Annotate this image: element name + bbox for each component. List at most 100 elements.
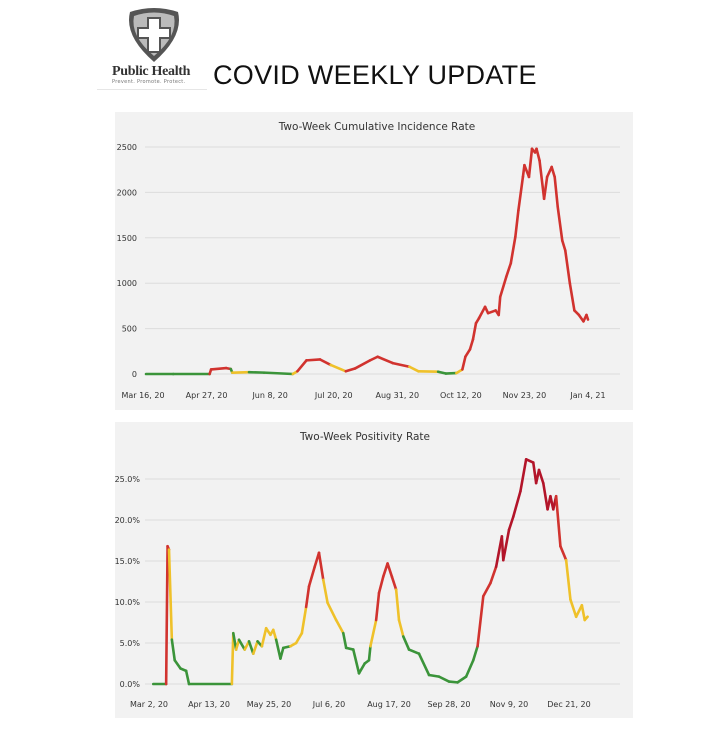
- series-line-segment: [262, 371, 295, 376]
- series-line-segment: [307, 565, 317, 588]
- positivity-rate-chart-svg: Two-Week Positivity Rate 0.0% 5.0% 10.0% 15…: [115, 431, 620, 709]
- series-line-segment: [569, 598, 578, 619]
- series-line-segment: [167, 548, 174, 642]
- series-line-segment: [329, 363, 348, 373]
- series-line-segment: [247, 640, 255, 655]
- chart-title: Two-Week Cumulative Incidence Rate: [278, 121, 476, 133]
- x-tick-label: Mar 16, 20: [121, 391, 164, 400]
- series-line-segment: [497, 295, 502, 317]
- series-line-segment: [173, 658, 182, 670]
- series-line-segment: [519, 458, 528, 493]
- series-line-segment: [554, 494, 562, 548]
- incidence-rate-chart: Two-Week Cumulative Incidence Rate 0 500 1…: [115, 112, 633, 410]
- series-line-segment: [468, 338, 475, 351]
- series-line-segment: [427, 673, 441, 678]
- series-line-segment: [408, 365, 420, 373]
- x-tick-label: May 25, 20: [247, 700, 292, 709]
- y-tick-label: 20.0%: [115, 516, 140, 525]
- y-tick-label: 25.0%: [115, 475, 140, 484]
- x-tick-label: Sep 28, 20: [427, 700, 470, 709]
- series-line-segment: [274, 638, 282, 660]
- series-line-segment: [318, 358, 332, 367]
- series-line-segment: [556, 205, 564, 242]
- series-line-segment: [209, 366, 228, 371]
- series-line-segment: [471, 644, 479, 662]
- series-line-segment: [541, 481, 549, 511]
- x-tick-label: Dec 21, 20: [547, 700, 590, 709]
- series-line-segment: [294, 631, 304, 645]
- series-line-segment: [504, 261, 513, 279]
- series-line-segment: [583, 615, 589, 622]
- series-line-segment: [461, 355, 467, 371]
- shield-cross-icon: [129, 8, 179, 62]
- chart-title: Two-Week Positivity Rate: [299, 431, 430, 443]
- y-tick-label: 0: [132, 370, 137, 379]
- series-line-segment: [321, 578, 329, 605]
- series-line-segment: [476, 594, 485, 648]
- series-line-segment: [464, 348, 472, 359]
- y-tick-label: 10.0%: [115, 598, 140, 607]
- series-line-segment: [300, 605, 308, 635]
- series-line-segment: [386, 562, 394, 578]
- series-line-segment: [394, 588, 401, 622]
- series-line-segment: [564, 558, 572, 601]
- series-line-segment: [550, 165, 557, 179]
- series-line-segment: [304, 585, 311, 609]
- series-line-segment: [357, 662, 367, 675]
- series-line-segment: [251, 640, 259, 655]
- logo-divider: [97, 89, 207, 90]
- x-tick-label: Jun 8, 20: [251, 391, 287, 400]
- series-line-segment: [501, 528, 511, 562]
- positivity-rate-chart: Two-Week Positivity Rate 0.0% 5.0% 10.0% 15…: [115, 422, 633, 718]
- y-tick-label: 1500: [117, 234, 137, 243]
- series-line-segment: [341, 631, 348, 650]
- series-line-segment: [367, 644, 372, 662]
- series-line-segment: [498, 275, 508, 299]
- series-line-segment: [407, 648, 421, 655]
- series-line-segment: [447, 680, 459, 684]
- series-line-segment: [296, 359, 308, 373]
- series-line-segment: [535, 147, 541, 162]
- incidence-rate-chart-svg: Two-Week Cumulative Incidence Rate 0 500 1…: [117, 121, 620, 400]
- x-tick-label: Apr 27, 20: [186, 391, 228, 400]
- page-title: COVID WEEKLY UPDATE: [213, 60, 537, 90]
- x-tick-label: Apr 13, 20: [188, 700, 230, 709]
- y-tick-label: 0.0%: [120, 680, 141, 689]
- series-line-segment: [390, 575, 398, 591]
- series-line-segment: [517, 175, 525, 212]
- x-tick-label: Mar 2, 20: [130, 700, 168, 709]
- series-line-segment: [184, 669, 191, 686]
- logo-text: Public Health: [112, 64, 191, 79]
- series-line-segment: [164, 544, 169, 686]
- series-line-segment: [305, 358, 322, 362]
- series-line-segment: [237, 638, 247, 651]
- y-tick-label: 2500: [117, 143, 137, 152]
- series-line-segment: [374, 591, 381, 622]
- logo-tagline: Prevent. Promote. Protect.: [112, 79, 186, 85]
- series-line-segment: [334, 618, 345, 635]
- series-line-segment: [344, 367, 357, 373]
- series-line-segment: [368, 355, 379, 362]
- series-line-segment: [509, 235, 517, 265]
- series-line-segment: [559, 544, 568, 562]
- x-tick-label: Nov 9, 20: [490, 700, 529, 709]
- series-line-segment: [326, 601, 338, 622]
- series-line-segment: [585, 313, 590, 321]
- series-line-segment: [456, 675, 468, 684]
- series-line-segment: [553, 175, 560, 209]
- x-tick-label: Nov 23, 20: [503, 391, 547, 400]
- series-line-segment: [580, 603, 587, 622]
- series-line-segment: [537, 468, 545, 485]
- series-line-segment: [542, 175, 549, 201]
- series-line-segment: [353, 359, 372, 370]
- series-line-segment: [351, 648, 361, 675]
- series-line-segment: [437, 675, 451, 683]
- series-line-segment: [489, 565, 498, 585]
- series-line-segment: [524, 458, 535, 464]
- series-line-segment: [401, 635, 411, 651]
- series-line-segment: [514, 209, 520, 239]
- series-line-segment: [377, 575, 385, 595]
- series-line-segment: [511, 490, 522, 519]
- series-line-segment: [486, 309, 497, 315]
- series-line-segment: [381, 562, 389, 578]
